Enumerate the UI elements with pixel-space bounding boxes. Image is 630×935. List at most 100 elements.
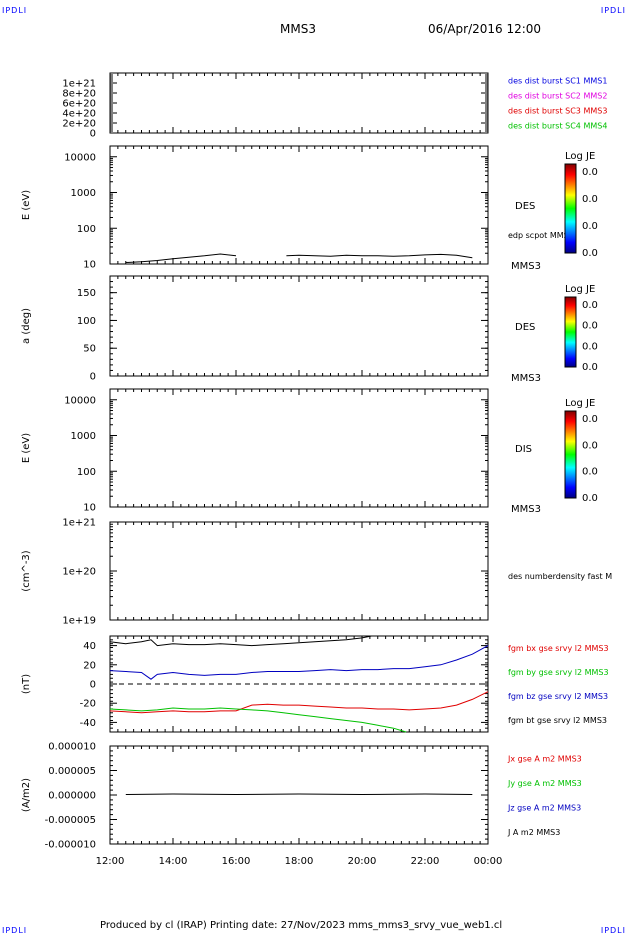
legend-entry: fgm bz gse srvy l2 MMS3 [508, 692, 608, 701]
y-tick-label: 50 [83, 344, 96, 355]
spacecraft-title: MMS3 [280, 22, 316, 36]
y-tick-label: 1000 [71, 188, 96, 199]
series-line [109, 707, 407, 733]
legend-entry: Jx gse A m2 MMS3 [507, 754, 582, 763]
overlay-label: edp scpot MMS3 [508, 231, 574, 240]
instrument-label: DIS [515, 444, 532, 455]
legend-entry: fgm bx gse srvy l2 MMS3 [508, 644, 609, 653]
series-line [109, 645, 489, 680]
y-tick-label: 100 [77, 224, 96, 235]
y-tick-label: 8e+20 [62, 89, 96, 100]
colorbar-tick-label: 0.0 [582, 321, 598, 332]
colorbar-tick-label: 0.0 [582, 300, 598, 311]
y-tick-label: 0.000010 [48, 742, 96, 753]
y-tick-label: 100 [77, 316, 96, 327]
instrument-label: DES [515, 322, 535, 333]
datetime-title: 06/Apr/2016 12:00 [428, 22, 542, 36]
y-axis-label: E (eV) [21, 433, 32, 463]
y-axis-label: a (deg) [21, 308, 32, 344]
x-tick-label: 00:00 [474, 856, 503, 867]
y-tick-label: 10 [83, 503, 96, 514]
y-tick-label: 4e+20 [62, 109, 96, 120]
colorbar-tick-label: 0.0 [582, 362, 598, 373]
y-tick-label: 1e+19 [62, 616, 96, 627]
legend-entry: Jz gse A m2 MMS3 [507, 803, 581, 812]
legend-entry: des dist burst SC1 MMS1 [508, 77, 607, 86]
x-tick-label: 22:00 [411, 856, 440, 867]
y-tick-label: 2e+20 [62, 119, 96, 130]
y-tick-label: 10000 [64, 152, 96, 163]
panel-frame-p1 [109, 72, 489, 134]
panel-frame-p3 [109, 275, 489, 377]
x-tick-label: 12:00 [96, 856, 125, 867]
colorbar-tick-label: 0.0 [582, 341, 598, 352]
y-tick-label: -40 [80, 718, 96, 729]
overlay-label: des numberdensity fast M [508, 572, 612, 581]
x-tick-label: 14:00 [159, 856, 188, 867]
panel-frame-p4 [109, 388, 489, 508]
x-tick-label: 16:00 [222, 856, 251, 867]
y-tick-label: 1e+21 [62, 518, 96, 529]
y-tick-label: 40 [83, 641, 96, 652]
legend-entry: fgm by gse srvy l2 MMS3 [508, 668, 609, 677]
panel-frame-p5 [109, 521, 489, 621]
y-tick-label: -0.000005 [45, 815, 96, 826]
colorbar-tick-label: 0.0 [582, 467, 598, 478]
series-line [109, 691, 489, 714]
legend-entry: des dist burst SC2 MMS2 [508, 92, 607, 101]
corner-label-bottom-right: IPDLI [600, 926, 626, 935]
y-tick-label: 100 [77, 467, 96, 478]
y-axis-label: (nT) [21, 674, 32, 694]
y-tick-label: 150 [77, 288, 96, 299]
y-tick-label: 0 [90, 129, 96, 140]
colorbar-tick-label: 0.0 [582, 221, 598, 232]
footer-text: Produced by cl (IRAP) Printing date: 27/… [100, 920, 503, 931]
corner-label-top-right: IPDLI [600, 6, 626, 15]
y-tick-label: 1e+20 [62, 567, 96, 578]
colorbar [564, 163, 577, 254]
y-tick-label: 10000 [64, 395, 96, 406]
corner-label-top-left: IPDLI [2, 6, 28, 15]
instrument-label: DES [515, 201, 535, 212]
y-axis-label: (A/m2) [21, 778, 32, 812]
series-line [286, 253, 473, 259]
y-tick-label: -20 [80, 699, 96, 710]
panel-frame-p7 [109, 745, 489, 845]
colorbar-title: Log JE [565, 284, 595, 295]
legend-entry: J A m2 MMS3 [507, 828, 560, 837]
y-tick-label: 0 [90, 680, 96, 691]
colorbar [564, 410, 577, 499]
series-line [125, 793, 473, 796]
colorbar-tick-label: 0.0 [582, 493, 598, 504]
panel-frame-p2 [109, 145, 489, 265]
colorbar-title: Log JE [565, 398, 595, 409]
spacecraft-label: MMS3 [511, 504, 541, 515]
series-line [109, 635, 372, 647]
legend-entry: des dist burst SC4 MMS4 [508, 122, 607, 131]
series-line [125, 253, 237, 263]
y-tick-label: -0.000010 [45, 840, 96, 851]
y-tick-label: 0.000005 [48, 766, 96, 777]
corner-label-bottom-left: IPDLI [2, 926, 28, 935]
x-tick-label: 20:00 [348, 856, 377, 867]
x-tick-label: 18:00 [285, 856, 314, 867]
y-tick-label: 20 [83, 660, 96, 671]
y-tick-label: 10 [83, 260, 96, 271]
colorbar-tick-label: 0.0 [582, 194, 598, 205]
legend-entry: des dist burst SC3 MMS3 [508, 107, 607, 116]
y-tick-label: 0 [90, 372, 96, 383]
colorbar-title: Log JE [565, 151, 595, 162]
colorbar-tick-label: 0.0 [582, 248, 598, 259]
colorbar-tick-label: 0.0 [582, 414, 598, 425]
y-axis-label: (cm^-3) [21, 550, 32, 591]
legend-entry: Jy gse A m2 MMS3 [507, 779, 582, 788]
y-tick-label: 0.000000 [48, 791, 96, 802]
y-tick-label: 1e+21 [62, 79, 96, 90]
y-tick-label: 1000 [71, 431, 96, 442]
legend-entry: fgm bt gse srvy l2 MMS3 [508, 716, 607, 725]
colorbar-tick-label: 0.0 [582, 167, 598, 178]
y-axis-label: E (eV) [21, 190, 32, 220]
colorbar [564, 296, 577, 368]
spacecraft-label: MMS3 [511, 373, 541, 384]
